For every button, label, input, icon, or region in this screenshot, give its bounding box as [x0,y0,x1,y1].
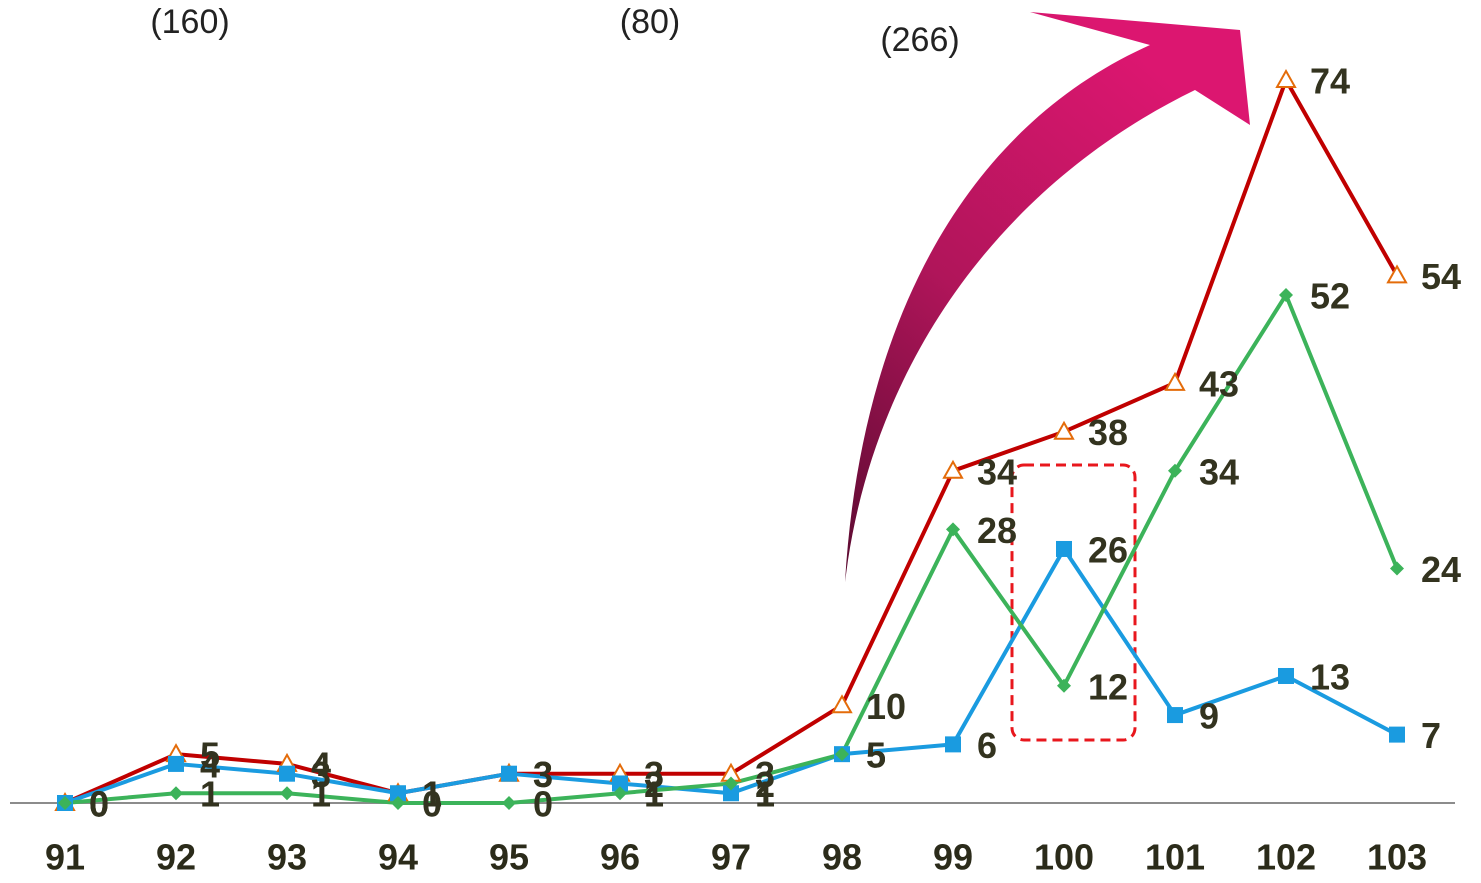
point-marker [1166,374,1184,390]
data-label: 0 [89,784,109,825]
data-label: 52 [1310,275,1350,316]
x-tick-label: 101 [1145,837,1205,878]
point-marker [1278,668,1294,684]
point-marker [833,696,851,712]
data-label: 1 [644,774,664,815]
chart: 919293949596979899100101102103(160)(80)(… [0,0,1481,883]
annotation: (266) [880,21,959,59]
x-tick-label: 102 [1256,837,1316,878]
point-marker [1167,707,1183,723]
point-marker [169,786,183,800]
point-marker [1388,266,1406,282]
x-tick-label: 93 [267,837,307,878]
data-label: 10 [866,686,906,727]
data-label: 34 [1199,451,1239,492]
data-label: 7 [1421,715,1441,756]
point-marker [280,786,294,800]
data-label: 43 [1199,363,1239,404]
x-tick-label: 91 [45,837,85,878]
series-line [65,295,1397,803]
data-label: 34 [977,451,1017,492]
data-label: 13 [1310,657,1350,698]
data-label: 12 [1088,666,1128,707]
point-marker [1056,541,1072,557]
data-label: 9 [1199,696,1219,737]
data-label: 28 [977,510,1017,551]
data-label: 1 [311,774,331,815]
point-marker [501,766,517,782]
annotation: (160) [150,3,229,41]
growth-arrow [845,12,1250,582]
point-marker [945,736,961,752]
data-label: 38 [1088,412,1128,453]
data-label: 0 [533,784,553,825]
data-label: 54 [1421,256,1461,297]
point-marker [1277,71,1295,87]
point-marker [168,756,184,772]
annotation: (80) [620,3,680,41]
x-tick-label: 96 [600,837,640,878]
data-label: 5 [866,735,886,776]
data-label: 26 [1088,529,1128,570]
x-tick-label: 98 [822,837,862,878]
x-tick-label: 100 [1034,837,1094,878]
point-marker [502,796,516,810]
point-marker [1390,562,1404,576]
data-label: 0 [422,784,442,825]
x-tick-label: 99 [933,837,973,878]
x-tick-label: 97 [711,837,751,878]
point-marker [1389,727,1405,743]
point-marker [279,766,295,782]
data-label: 2 [755,764,775,805]
x-tick-label: 92 [156,837,196,878]
x-tick-label: 95 [489,837,529,878]
data-label: 74 [1310,61,1350,102]
x-tick-label: 103 [1367,837,1427,878]
x-tick-label: 94 [378,837,418,878]
data-label: 1 [200,774,220,815]
data-label: 6 [977,725,997,766]
series-line [65,80,1397,803]
data-label: 24 [1421,549,1461,590]
